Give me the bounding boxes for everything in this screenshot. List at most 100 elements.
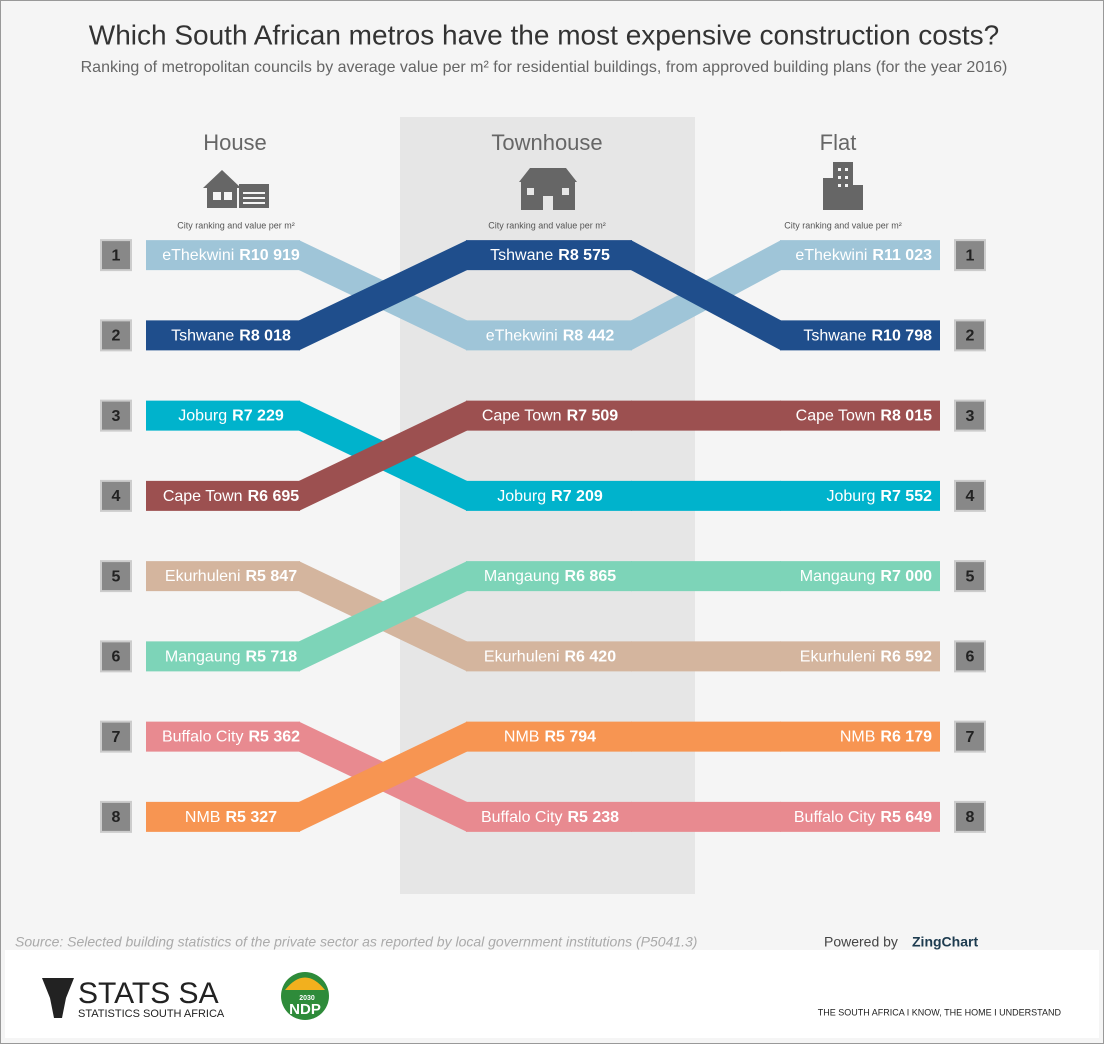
value-band [146, 240, 300, 271]
tagline: THE SOUTH AFRICA I KNOW, THE HOME I UNDE… [818, 1007, 1062, 1017]
rank-box [954, 399, 986, 432]
value-band [146, 561, 300, 592]
rank-box [954, 640, 986, 673]
series [146, 240, 940, 351]
city-name: Mangaung [165, 649, 241, 666]
chart-title: Which South African metros have the most… [89, 19, 999, 50]
band-label: eThekwini R8 442 [486, 328, 615, 345]
city-name: Cape Town [796, 408, 876, 425]
city-name: Tshwane [803, 328, 866, 345]
band-label: eThekwini R11 023 [795, 247, 932, 264]
band-label: Buffalo City R5 238 [481, 809, 619, 826]
rank-label: 2 [966, 328, 975, 345]
value-band [146, 480, 300, 511]
value-label: R5 238 [567, 809, 619, 826]
rank-label: 5 [966, 568, 975, 585]
column-note: City ranking and value per m² [488, 220, 606, 230]
rank-box [100, 319, 132, 352]
city-name: Ekurhuleni [800, 649, 876, 666]
rank-label: 6 [112, 649, 121, 666]
value-label: R7 229 [232, 408, 284, 425]
rank-connector [631, 561, 781, 592]
rank-box [100, 640, 132, 673]
value-band [146, 641, 300, 672]
band-label: Buffalo City R5 362 [162, 729, 300, 746]
value-label: R5 794 [544, 729, 596, 746]
ndp-text: NDP [289, 1001, 321, 1018]
band-label: NMB R6 179 [840, 729, 932, 746]
value-label: R7 509 [567, 408, 619, 425]
rank-connector [631, 641, 781, 672]
band-label: Cape Town R8 015 [796, 408, 932, 425]
value-band [466, 801, 632, 832]
value-label: R6 865 [565, 568, 617, 585]
zingchart-link[interactable]: ZingChart [912, 934, 978, 950]
value-label: R7 209 [551, 488, 603, 505]
value-label: R6 420 [565, 649, 617, 666]
city-name: NMB [185, 809, 221, 826]
rank-connector [299, 240, 467, 351]
rank-connector [299, 721, 467, 832]
rank-box [954, 800, 986, 833]
band-label: Tshwane R8 018 [171, 328, 291, 345]
value-band [466, 240, 632, 271]
rank-connector [631, 480, 781, 511]
city-name: Mangaung [484, 568, 560, 585]
value-label: R7 000 [880, 568, 932, 585]
value-band [780, 320, 940, 351]
rank-connector [299, 400, 467, 511]
city-name: Joburg [178, 408, 227, 425]
rank-label: 5 [112, 568, 121, 585]
value-label: R6 592 [880, 649, 932, 666]
rank-box [954, 479, 986, 512]
city-name: Tshwane [171, 328, 234, 345]
city-name: Cape Town [163, 488, 243, 505]
rank-connector [299, 561, 467, 672]
value-label: R5 362 [248, 729, 300, 746]
band-label: Mangaung R5 718 [165, 649, 297, 666]
rank-box [100, 800, 132, 833]
city-name: Buffalo City [794, 809, 876, 826]
value-band [466, 480, 632, 511]
rank-label: 1 [966, 247, 975, 264]
footer-band [5, 950, 1099, 1038]
band-label: Ekurhuleni R6 592 [800, 649, 932, 666]
band-label: eThekwini R10 919 [162, 247, 300, 264]
rank-box [100, 399, 132, 432]
rank-box [954, 720, 986, 753]
rank-box [954, 239, 986, 272]
rank-box [100, 479, 132, 512]
band-label: NMB R5 327 [185, 809, 277, 826]
rank-label: 7 [966, 729, 975, 746]
house-icon [203, 170, 269, 208]
rank-connector [631, 400, 781, 431]
rank-label: 6 [966, 649, 975, 666]
value-label: R5 649 [880, 809, 932, 826]
city-name: NMB [504, 729, 540, 746]
value-band [780, 561, 940, 592]
band-label: Tshwane R10 798 [803, 328, 932, 345]
rank-label: 8 [966, 809, 975, 826]
value-band [146, 801, 300, 832]
city-name: Mangaung [800, 568, 876, 585]
series [146, 721, 940, 832]
column-note: City ranking and value per m² [784, 220, 902, 230]
city-name: Ekurhuleni [484, 649, 560, 666]
value-band [466, 561, 632, 592]
value-label: R11 023 [872, 247, 932, 264]
city-name: Joburg [826, 488, 875, 505]
value-label: R6 179 [880, 729, 932, 746]
rank-label: 4 [966, 488, 975, 505]
townhouse-icon [519, 168, 577, 210]
stats-sa-logo: STATS SA STATISTICS SOUTH AFRICA [42, 977, 225, 1020]
chart-subtitle: Ranking of metropolitan councils by aver… [81, 59, 1008, 76]
rank-connector [631, 721, 781, 752]
logo-text: STATS SA [78, 977, 219, 1010]
value-band [780, 641, 940, 672]
value-label: R8 015 [880, 408, 932, 425]
series [146, 561, 940, 672]
series [146, 400, 940, 511]
value-band [466, 320, 632, 351]
rank-box [100, 239, 132, 272]
